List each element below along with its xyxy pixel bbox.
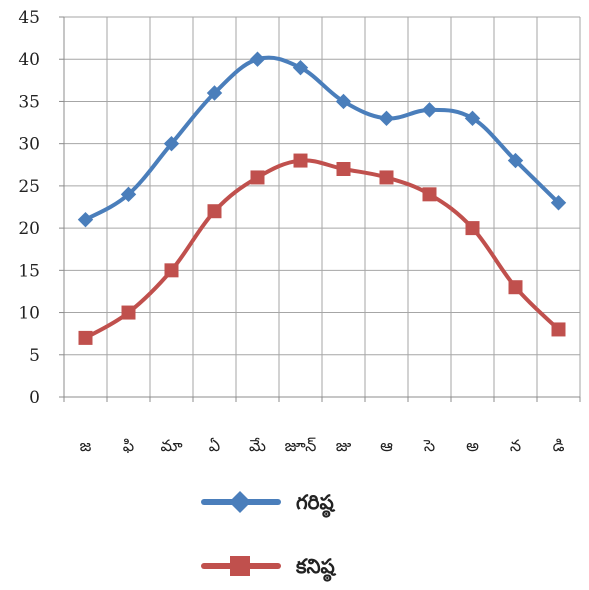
x-tick-label: ఫి (123, 436, 134, 455)
axes: 0 5 10 15 20 25 30 35 40 45 జ ఫి మా ఏ మే జూన్ జు ఆ సె అ న డి (18, 8, 581, 455)
data-point (422, 187, 437, 202)
y-tick-label: 20 (18, 219, 40, 239)
data-point (206, 85, 223, 101)
legend-marker (230, 556, 250, 576)
y-tick-label: 40 (18, 50, 40, 70)
data-point (207, 204, 222, 219)
data-point (421, 102, 438, 118)
y-tick-label: 25 (18, 177, 40, 197)
series-max (77, 51, 567, 228)
x-tick-label: మే (249, 436, 266, 455)
legend: గరిష్ఠ కనిష్ఠ (201, 490, 336, 583)
legend-item: గరిష్ఠ (201, 490, 336, 519)
data-point (293, 153, 308, 168)
data-point (164, 263, 179, 278)
legend-marker (229, 491, 251, 513)
data-point (508, 280, 523, 295)
series-min (78, 153, 566, 345)
y-tick-label: 10 (18, 304, 40, 324)
data-point (250, 170, 265, 185)
legend-item: కనిష్ఠ (201, 554, 336, 583)
data-point (465, 221, 480, 236)
y-tick-label: 5 (29, 346, 40, 366)
legend-label: గరిష్ఠ (296, 490, 336, 519)
data-point (120, 186, 137, 203)
y-tick-label: 35 (18, 92, 40, 112)
legend-label: కనిష్ఠ (295, 554, 336, 583)
x-tick-label: జు (336, 436, 352, 455)
data-point (335, 93, 352, 110)
data-point (249, 51, 266, 67)
data-point (163, 135, 180, 152)
y-tick-label: 45 (18, 8, 40, 28)
data-point (464, 110, 481, 127)
data-point (292, 59, 309, 76)
data-point (378, 110, 395, 127)
x-tick-label: ఏ (209, 436, 220, 455)
x-tick-label: సె (423, 436, 435, 455)
grid (64, 16, 581, 397)
x-tick-label: డి (553, 436, 565, 455)
x-tick-label: మా (160, 436, 182, 455)
x-tick-label: న (510, 436, 521, 455)
data-point (78, 330, 93, 345)
y-tick-label: 30 (18, 135, 40, 155)
data-point (77, 211, 94, 228)
data-point (379, 170, 394, 185)
x-tick-label: జూన్ (285, 436, 317, 455)
x-tick-label: అ (466, 436, 479, 455)
x-tick-label: ఆ (380, 436, 393, 455)
data-point (550, 195, 567, 211)
data-point (336, 162, 351, 176)
data-point (551, 322, 566, 337)
y-tick-label: 0 (29, 388, 40, 408)
y-tick-label: 15 (18, 261, 40, 281)
data-point (121, 305, 136, 320)
data-point (507, 152, 524, 169)
series-layer (77, 51, 567, 345)
x-tick-label: జ (80, 436, 92, 455)
